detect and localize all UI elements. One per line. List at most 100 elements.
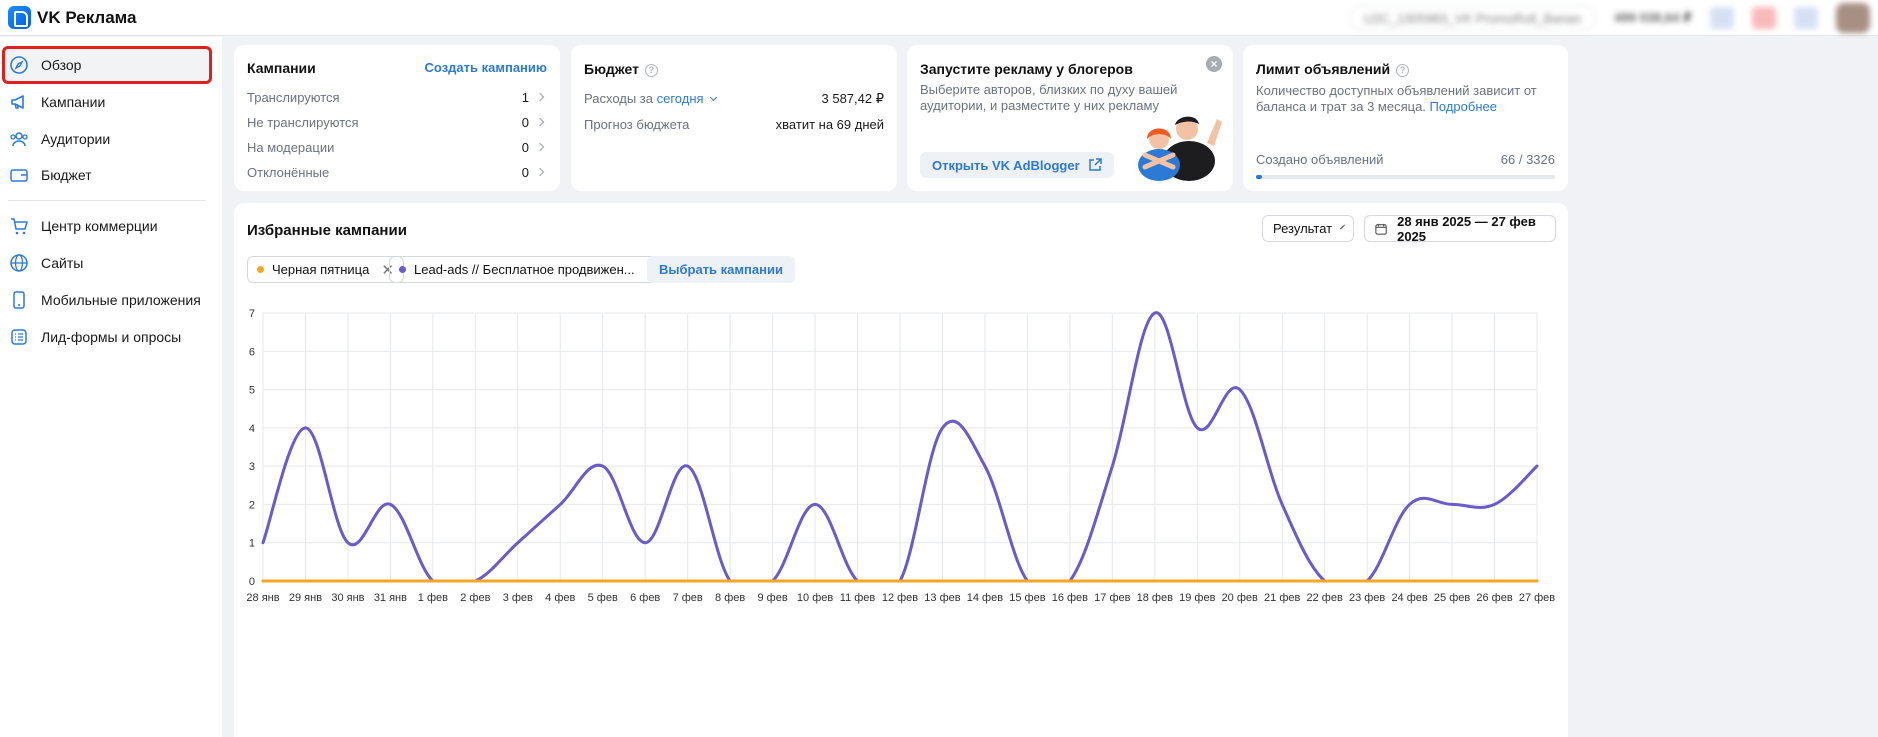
metric-select[interactable]: Результат bbox=[1262, 215, 1354, 242]
favorite-campaigns-title: Избранные кампании bbox=[247, 222, 407, 239]
sidebar-item-audiences[interactable]: Аудитории bbox=[4, 122, 210, 156]
data-point bbox=[686, 579, 689, 583]
select-campaigns-button[interactable]: Выбрать кампании bbox=[647, 256, 795, 283]
ads-limit-progress bbox=[1256, 175, 1555, 179]
sidebar-item-label: Бюджет bbox=[41, 167, 92, 183]
data-point bbox=[856, 579, 859, 583]
data-point bbox=[304, 426, 307, 430]
sidebar-item-budget[interactable]: Бюджет bbox=[4, 158, 210, 192]
x-tick-label: 13 фев bbox=[924, 592, 960, 604]
x-tick-label: 25 фев bbox=[1434, 592, 1470, 604]
y-tick-label: 0 bbox=[249, 576, 255, 588]
chip-label: Lead-ads // Бесплатное продвижен... bbox=[414, 262, 635, 277]
open-adblogger-button[interactable]: Открыть VK AdBlogger bbox=[920, 152, 1114, 178]
data-point bbox=[1196, 579, 1199, 583]
calendar-icon bbox=[1375, 223, 1387, 235]
sidebar-item-label: Лид-формы и опросы bbox=[41, 329, 182, 345]
x-tick-label: 17 фев bbox=[1094, 592, 1130, 604]
x-tick-label: 18 фев bbox=[1137, 592, 1173, 604]
data-point bbox=[1408, 503, 1411, 506]
budget-card-title: Бюджет? bbox=[584, 61, 658, 77]
spend-label: Расходы за bbox=[584, 91, 653, 106]
y-tick-label: 4 bbox=[249, 423, 255, 435]
sidebar-item-label: Центр коммерции bbox=[41, 218, 158, 234]
close-icon[interactable]: ✕ bbox=[381, 261, 394, 279]
data-point bbox=[1450, 503, 1454, 506]
data-point bbox=[644, 579, 647, 583]
sidebar-item-sites[interactable]: Сайты bbox=[4, 246, 210, 280]
notifications-icon[interactable] bbox=[1752, 7, 1776, 29]
data-point bbox=[1153, 579, 1156, 583]
y-tick-label: 7 bbox=[249, 308, 255, 320]
data-point bbox=[1408, 579, 1411, 583]
x-tick-label: 26 фев bbox=[1476, 592, 1512, 604]
sidebar: Обзор Кампании Аудитории Бюджет Центр ко… bbox=[0, 37, 222, 737]
vk-ads-logo-icon bbox=[8, 6, 31, 29]
data-point bbox=[1450, 579, 1454, 583]
account-switcher[interactable]: U2C_1305983_VK PromoRoll_Banan bbox=[1348, 5, 1597, 31]
sidebar-item-mobile-apps[interactable]: Мобильные приложения bbox=[4, 283, 210, 317]
metric-select-value: Результат bbox=[1273, 221, 1333, 236]
x-tick-label: 21 фев bbox=[1264, 592, 1300, 604]
series-color-dot bbox=[399, 266, 406, 273]
help-icon[interactable]: ? bbox=[1396, 63, 1410, 77]
budget-title: Бюджет bbox=[584, 61, 639, 77]
spend-period-dropdown[interactable]: сегодня bbox=[657, 91, 718, 106]
y-tick-label: 5 bbox=[249, 385, 255, 397]
account-name: U2C_1305983_VK PromoRoll_Banan bbox=[1363, 10, 1582, 26]
x-tick-label: 22 фев bbox=[1307, 592, 1343, 604]
data-point bbox=[1281, 503, 1284, 506]
sidebar-item-label: Обзор bbox=[41, 57, 82, 73]
data-point bbox=[346, 579, 350, 583]
app-logo[interactable]: VK Реклама bbox=[8, 6, 137, 29]
data-point bbox=[1238, 388, 1241, 391]
x-tick-label: 15 фев bbox=[1009, 592, 1045, 604]
data-point bbox=[601, 579, 604, 583]
data-point bbox=[261, 541, 265, 544]
help-icon[interactable]: ? bbox=[644, 63, 658, 77]
data-point bbox=[1493, 579, 1496, 583]
y-tick-label: 6 bbox=[249, 346, 255, 358]
campaign-chip-black-friday[interactable]: Черная пятница ✕ bbox=[247, 256, 404, 283]
chevron-right-icon bbox=[535, 167, 545, 177]
balance-value[interactable]: 499 038,64 ₽ bbox=[1614, 10, 1692, 25]
ads-limit-progress-fill bbox=[1256, 175, 1262, 179]
y-tick-label: 2 bbox=[249, 499, 255, 511]
x-tick-label: 30 янв bbox=[331, 592, 364, 604]
campaign-chip-lead-ads[interactable]: Lead-ads // Бесплатное продвижен... ✕ bbox=[389, 256, 670, 283]
sidebar-divider bbox=[8, 200, 206, 201]
data-point bbox=[1111, 579, 1114, 583]
avatar[interactable] bbox=[1836, 3, 1870, 33]
date-range-picker[interactable]: 28 янв 2025 — 27 фев 2025 bbox=[1364, 213, 1556, 244]
data-point bbox=[1196, 426, 1199, 430]
forecast-value: хватит на 69 дней bbox=[775, 117, 884, 132]
favorite-campaigns-card: Избранные кампании Результат 28 янв 2025… bbox=[234, 203, 1568, 737]
data-point bbox=[1111, 464, 1114, 468]
x-tick-label: 9 фев bbox=[758, 592, 788, 604]
row-label: Отклонённые bbox=[247, 165, 330, 180]
data-point bbox=[941, 579, 944, 583]
close-icon[interactable]: × bbox=[1206, 56, 1222, 72]
more-link[interactable]: Подробнее bbox=[1429, 99, 1497, 114]
row-value: 0 bbox=[521, 140, 529, 155]
x-tick-label: 5 фев bbox=[588, 592, 618, 604]
date-range-value: 28 янв 2025 — 27 фев 2025 bbox=[1397, 213, 1536, 244]
wallet-icon bbox=[10, 169, 28, 182]
x-tick-label: 19 фев bbox=[1179, 592, 1215, 604]
created-ads-label: Создано объявлений bbox=[1256, 152, 1384, 167]
sidebar-item-overview[interactable]: Обзор bbox=[2, 46, 212, 84]
sidebar-item-campaigns[interactable]: Кампании bbox=[4, 85, 210, 119]
create-campaign-link[interactable]: Создать кампанию bbox=[424, 60, 547, 75]
sidebar-item-commerce[interactable]: Центр коммерции bbox=[4, 209, 210, 243]
data-point bbox=[728, 579, 732, 583]
x-tick-label: 31 янв bbox=[374, 592, 407, 604]
calendar-icon[interactable] bbox=[1710, 7, 1734, 29]
x-tick-label: 1 фев bbox=[418, 592, 448, 604]
bloggers-illustration bbox=[1138, 116, 1222, 181]
sidebar-item-label: Кампании bbox=[41, 94, 106, 110]
ads-limit-text: Количество доступных объявлений зависит … bbox=[1256, 83, 1537, 114]
data-point bbox=[474, 579, 477, 583]
data-point bbox=[983, 579, 987, 583]
sidebar-item-lead-forms[interactable]: Лид-формы и опросы bbox=[4, 320, 210, 354]
messages-icon[interactable] bbox=[1794, 7, 1818, 29]
